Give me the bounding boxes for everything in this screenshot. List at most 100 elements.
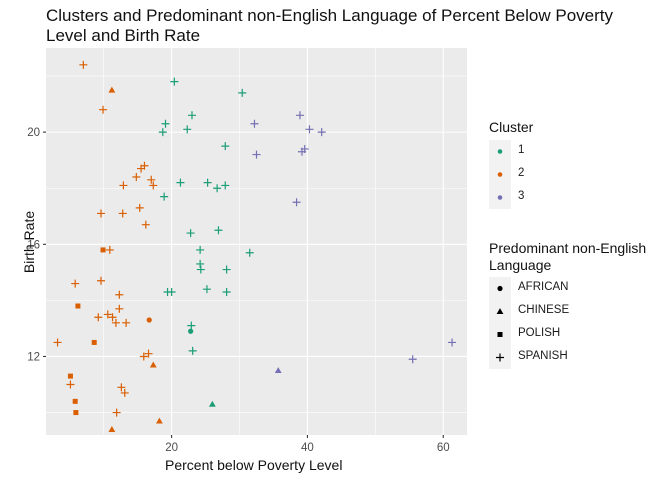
cluster-color-marker: [497, 149, 503, 154]
x-tick-label: 40: [301, 442, 314, 454]
cluster-legend-label: 2: [518, 167, 525, 179]
data-point: [139, 352, 148, 361]
cluster-legend-swatch: [497, 149, 503, 154]
data-point: [111, 318, 120, 327]
major-gridlines: [46, 48, 467, 435]
data-point: [221, 142, 230, 151]
data-point: [117, 383, 126, 392]
data-point: [170, 77, 179, 86]
data-point: [176, 178, 185, 187]
data-point: [115, 290, 124, 299]
data-point: [108, 425, 116, 432]
language-legend-swatch: [497, 285, 503, 292]
cluster-legend-swatch: [497, 195, 503, 200]
data-point: [108, 313, 117, 322]
data-points: [53, 60, 457, 432]
data-point: [118, 209, 127, 218]
data-point: [274, 367, 282, 374]
cluster-legend-key: [489, 186, 511, 209]
data-point: [297, 147, 306, 156]
language-shape-marker: [497, 332, 503, 337]
data-point: [214, 226, 223, 235]
data-point: [53, 338, 62, 347]
data-point: [94, 313, 103, 322]
language-legend-row: POLISH: [489, 323, 629, 346]
data-point: [183, 125, 192, 134]
data-point: [292, 198, 301, 207]
data-point: [167, 287, 176, 296]
data-point: [119, 181, 128, 190]
data-point: [71, 279, 80, 288]
language-legend-key: [489, 277, 511, 300]
data-point: [91, 339, 97, 345]
data-point: [66, 380, 75, 389]
cluster-legend-label: 1: [518, 144, 525, 156]
language-legend-title-line-1: Predominant non-English: [489, 240, 647, 256]
data-point: [97, 209, 106, 218]
data-point: [132, 173, 141, 181]
language-legend-swatch: [496, 308, 504, 315]
language-shape-marker: [496, 353, 504, 362]
cluster-legend-row: 2: [489, 163, 629, 186]
chart-title-line-1: Clusters and Predominant non-English Lan…: [46, 6, 614, 25]
data-point: [149, 181, 158, 190]
x-axis-title: Percent below Poverty Level: [165, 457, 343, 473]
cluster-legend-swatch: [497, 172, 503, 177]
data-point: [187, 321, 196, 330]
data-point: [140, 161, 149, 170]
cluster-legend-key: [489, 163, 511, 186]
cluster-legend-label: 3: [518, 190, 525, 202]
language-legend-row: AFRICAN: [489, 277, 629, 300]
data-point: [149, 361, 157, 368]
language-legend-label: AFRICAN: [518, 281, 569, 293]
data-point: [245, 248, 254, 257]
chart-title-line-2: Level and Birth Rate: [46, 26, 201, 45]
data-point: [213, 184, 222, 193]
language-legend-swatch: [497, 332, 503, 337]
data-point: [196, 245, 205, 254]
language-legend-key: [489, 346, 511, 369]
plot-panel: [46, 48, 467, 435]
data-point: [79, 60, 88, 69]
data-point: [305, 125, 314, 134]
data-point: [221, 181, 230, 190]
language-legend-label: CHINESE: [518, 304, 570, 316]
language-legend-row: CHINESE: [489, 300, 629, 323]
data-point: [408, 355, 417, 364]
language-legend-label: SPANISH: [518, 350, 568, 362]
data-point: [222, 287, 231, 296]
data-point: [188, 346, 197, 355]
data-point: [317, 128, 326, 137]
data-point: [147, 175, 156, 184]
data-point: [122, 318, 131, 327]
x-tick-label: 20: [165, 442, 178, 454]
y-tick-label: 16: [27, 239, 40, 251]
data-point: [187, 111, 196, 120]
cluster-legend-title: Cluster: [489, 119, 534, 135]
data-point: [144, 349, 153, 358]
y-tick-label: 12: [27, 351, 40, 363]
data-point: [252, 150, 261, 159]
data-point: [196, 265, 205, 274]
data-point: [108, 86, 116, 93]
language-legend-key: [489, 323, 511, 346]
data-point: [115, 304, 124, 313]
language-shape-marker: [496, 308, 504, 315]
data-point: [67, 373, 73, 379]
data-point: [202, 285, 211, 294]
data-point: [222, 265, 231, 274]
cluster-color-marker: [497, 172, 503, 177]
data-point: [448, 338, 457, 347]
y-axis-title: Birth Rate: [21, 210, 37, 274]
language-legend-title: Predominant non-English Language: [489, 240, 669, 274]
data-point: [161, 119, 170, 128]
data-point: [73, 410, 79, 416]
language-legend-label: POLISH: [518, 327, 561, 339]
cluster-legend-key: [489, 140, 511, 163]
data-point: [158, 128, 167, 137]
data-point: [105, 245, 114, 254]
data-point: [103, 310, 112, 319]
data-point: [155, 417, 163, 424]
